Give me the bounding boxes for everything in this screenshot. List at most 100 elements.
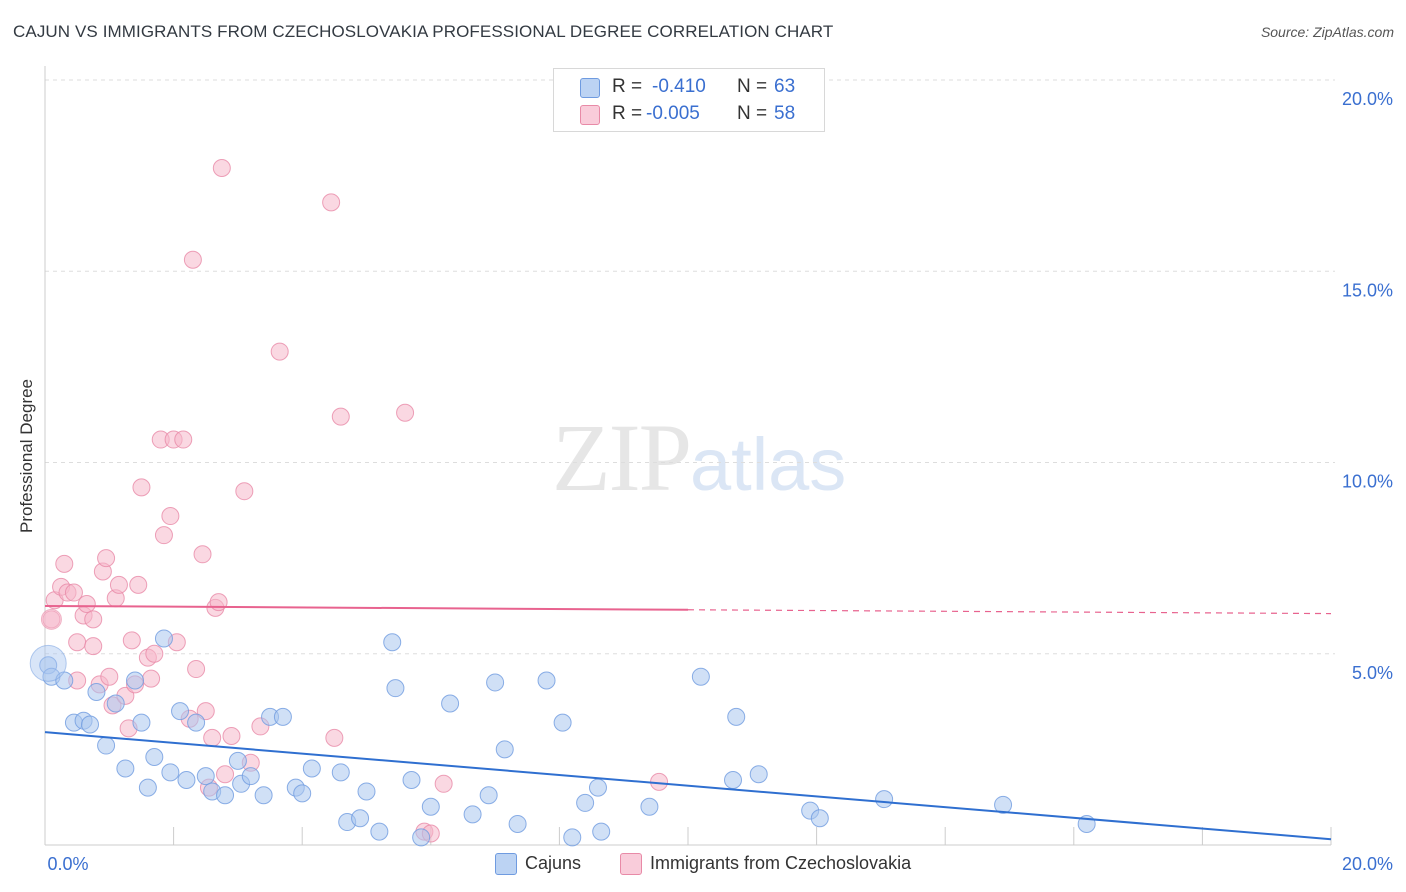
czechoslovakia-point [55, 554, 74, 573]
cajun-point [126, 671, 145, 690]
legend-swatch-blue [580, 78, 600, 98]
legend-n-label: N = [737, 103, 768, 124]
czechoslovakia-point [212, 158, 231, 177]
source-credit: Source: ZipAtlas.com [1260, 24, 1394, 40]
cajun-point [171, 702, 190, 721]
czechoslovakia-point [209, 593, 228, 612]
czechoslovakia-point [235, 482, 254, 501]
cajun-point [588, 778, 607, 797]
czechoslovakia-point [154, 526, 173, 545]
cajun-point [351, 809, 370, 828]
czechoslovakia-point [77, 595, 96, 614]
legend-n-value: 58 [774, 103, 796, 124]
czechoslovakia-point [84, 637, 103, 656]
cajun-point [145, 748, 164, 767]
cajun-point [187, 713, 206, 732]
czechoslovakia-trend-line [687, 609, 1332, 615]
czechoslovakia-point [325, 728, 344, 747]
czechoslovakia-point [84, 610, 103, 629]
czechoslovakia-point [434, 774, 453, 793]
czechoslovakia-point [270, 342, 289, 361]
series-legend: Cajuns Immigrants from Czechoslovakia [0, 852, 1406, 878]
czechoslovakia-point [145, 644, 164, 663]
cajun-point [537, 671, 556, 690]
czechoslovakia-point-cluster [40, 608, 62, 630]
cajun-point [724, 770, 743, 789]
czechoslovakia-point [68, 633, 87, 652]
cajun-point [357, 782, 376, 801]
cajun-point [302, 759, 321, 778]
czechoslovakia-point [174, 430, 193, 449]
cajun-point [441, 694, 460, 713]
cajun-point [273, 707, 292, 726]
cajun-point [138, 778, 157, 797]
cajun-point [576, 793, 595, 812]
cajun-point [97, 736, 116, 755]
czechoslovakia-point [109, 575, 128, 594]
cajun-trend-line [44, 731, 1332, 841]
czechoslovakia-point [396, 403, 415, 422]
czechoslovakia-point [161, 507, 180, 526]
cajun-point [479, 786, 498, 805]
cajun-point [495, 740, 514, 759]
cajun-point [463, 805, 482, 824]
czechoslovakia-trend-line [44, 604, 689, 611]
cajun-point [254, 786, 273, 805]
legend-swatch-blue [495, 853, 517, 875]
y-tick-label: 10.0% [1342, 472, 1393, 492]
legend-r-value: -0.005 [646, 103, 700, 124]
watermark-atlas: atlas [690, 423, 847, 506]
czechoslovakia-point [97, 549, 116, 568]
cajun-point [196, 767, 215, 786]
cajun-point [132, 713, 151, 732]
cajun-point [106, 694, 125, 713]
watermark-zip: ZIP [552, 404, 692, 511]
czechoslovakia-point [222, 726, 241, 745]
czechoslovakia-point [64, 583, 83, 602]
cajun-point [592, 822, 611, 841]
y-tick-label: 5.0% [1352, 663, 1393, 683]
legend-label-cajuns: Cajuns [525, 853, 582, 873]
x-tick-label: 20.0% [1342, 854, 1393, 874]
cajun-point [293, 784, 312, 803]
cajun-point [216, 786, 235, 805]
czechoslovakia-point [132, 478, 151, 497]
legend-swatch-pink [620, 853, 642, 875]
legend-r-value: -0.410 [652, 76, 706, 97]
legend-n-value: 63 [774, 76, 796, 97]
cajun-point [563, 828, 582, 847]
czechoslovakia-point [129, 575, 148, 594]
cajun-point [421, 797, 440, 816]
cajun-point [875, 790, 894, 809]
czechoslovakia-point [216, 765, 235, 784]
cajun-point [994, 795, 1013, 814]
czechoslovakia-point [196, 702, 215, 721]
czechoslovakia-point [187, 660, 206, 679]
cajun-point [412, 828, 431, 847]
cajun-point [154, 629, 173, 648]
cajun-point [161, 763, 180, 782]
cajun-point-cluster [29, 644, 67, 682]
cajun-point [87, 683, 106, 701]
cajun-point [241, 767, 260, 786]
cajun-point [691, 667, 710, 686]
cajun-point [383, 633, 402, 652]
chart-title: CAJUN VS IMMIGRANTS FROM CZECHOSLOVAKIA … [13, 22, 834, 41]
cajun-point [370, 822, 389, 841]
cajun-point [508, 814, 527, 833]
cajun-point [177, 770, 196, 789]
czechoslovakia-point [203, 728, 222, 747]
cajun-point [810, 809, 829, 828]
legend-n-label: N = [737, 76, 768, 97]
cajun-point [727, 707, 746, 726]
czechoslovakia-point [122, 631, 141, 650]
legend-swatch-pink [580, 105, 600, 125]
cajun-point [553, 713, 572, 732]
cajun-point [749, 765, 768, 784]
czechoslovakia-point [193, 545, 212, 564]
stats-legend: R = -0.410 N = 63 R = -0.005 N = 58 [553, 68, 825, 132]
legend-r-label: R = [612, 76, 643, 97]
cajun-point [640, 797, 659, 816]
watermark: ZIPatlas [552, 402, 846, 513]
